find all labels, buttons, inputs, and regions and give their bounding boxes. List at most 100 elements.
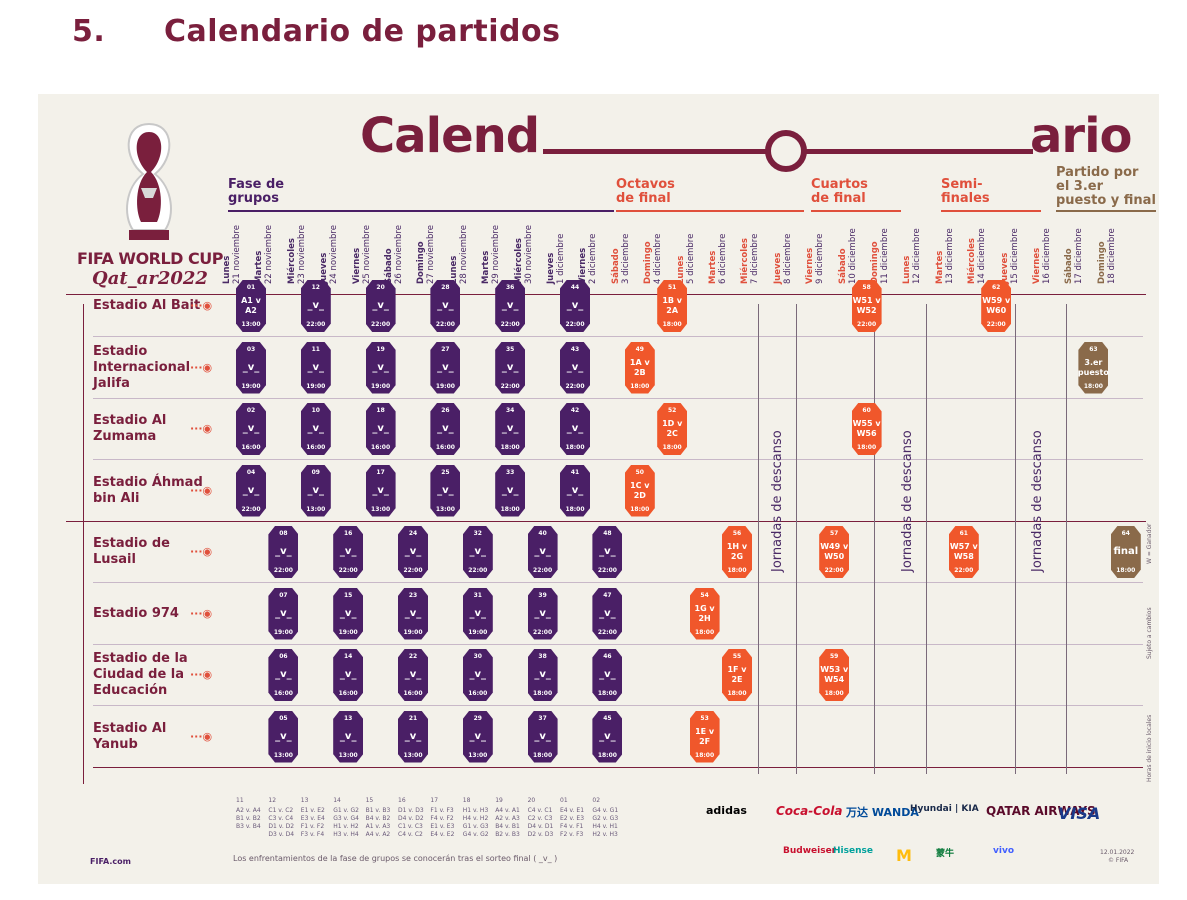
match-number: 31 bbox=[473, 591, 482, 599]
group-code-line: B2 v. B3 bbox=[495, 831, 520, 838]
match-badge: 09 _v_ 13:00 bbox=[300, 464, 331, 517]
match-badge: 62 W59 v W60 22:00 bbox=[981, 280, 1012, 332]
match-time: 22:00 bbox=[597, 567, 617, 574]
match-time: 22:00 bbox=[597, 628, 617, 636]
match-teams: 1E v 2F bbox=[695, 726, 715, 746]
match-number: 24 bbox=[408, 530, 418, 537]
group-code-line: F4 v. F2 bbox=[430, 815, 454, 822]
match-number: 59 bbox=[830, 653, 839, 660]
phase-groups-line bbox=[228, 210, 614, 212]
match-teams: _v_ bbox=[339, 730, 357, 742]
day-header-label: Sábado 3 diciembre bbox=[611, 234, 631, 284]
group-code-line: G4 v. G1 bbox=[592, 807, 619, 814]
match-badge: 12 _v_ 22:00 bbox=[300, 280, 331, 332]
day-name: Viernes bbox=[1032, 247, 1042, 284]
match-teams: _v_ bbox=[404, 607, 422, 619]
match-number: 22 bbox=[408, 653, 418, 660]
day-date: 8 diciembre bbox=[782, 233, 793, 284]
match-number: 63 bbox=[1089, 345, 1098, 353]
day-name: Miércoles bbox=[740, 238, 751, 284]
row-separator bbox=[93, 336, 1143, 337]
day-date: 9 diciembre bbox=[815, 233, 826, 284]
day-header-label: Martes 29 noviembre bbox=[481, 225, 501, 284]
rest-day-line bbox=[758, 304, 759, 774]
match-teams: _v_ bbox=[307, 361, 325, 373]
match-badge: 37 _v_ 18:00 bbox=[527, 710, 558, 763]
group-code-line: D4 v. D1 bbox=[527, 823, 554, 830]
stadium-name: Estadio Al Yanub bbox=[93, 720, 167, 752]
match-badge: 46 _v_ 18:00 bbox=[592, 649, 623, 701]
match-badge: 19 _v_ 19:00 bbox=[365, 341, 396, 394]
day-date: 22 noviembre bbox=[264, 225, 275, 284]
day-header-label: Martes 6 diciembre bbox=[708, 234, 728, 284]
match-badge: 08 _v_ 22:00 bbox=[268, 526, 299, 578]
stadium-connector-icon: ···◉ bbox=[190, 606, 213, 620]
group-code-line: C2 v. C3 bbox=[527, 815, 553, 822]
day-header-label: Viernes 2 diciembre bbox=[578, 234, 598, 284]
day-name: Domingo bbox=[643, 241, 654, 284]
match-time: 19:00 bbox=[468, 628, 488, 636]
match-badge: 22 _v_ 16:00 bbox=[398, 649, 428, 701]
rest-day-line bbox=[874, 304, 875, 774]
group-code-line: C1 v. C3 bbox=[398, 823, 423, 830]
match-time: 16:00 bbox=[241, 444, 261, 451]
match-time: 18:00 bbox=[1083, 382, 1103, 390]
match-badge: 29 _v_ 13:00 bbox=[462, 710, 493, 763]
match-teams: _v_ bbox=[501, 484, 519, 496]
row-separator bbox=[93, 397, 1143, 399]
stadium-connector-icon: ···◉ bbox=[190, 729, 213, 743]
match-teams: _v_ bbox=[275, 546, 292, 557]
match-badge: 59 W53 v W54 18:00 bbox=[819, 649, 850, 701]
match-badge: 61 W57 v W58 22:00 bbox=[948, 526, 979, 578]
match-time: 22:00 bbox=[306, 321, 326, 328]
group-code-label: 01 bbox=[560, 797, 568, 804]
match-teams: 1A v 2B bbox=[629, 357, 650, 377]
match-number: 20 bbox=[376, 284, 385, 291]
match-badge: 01 A1 v A2 13:00 bbox=[236, 280, 266, 332]
row-separator bbox=[93, 582, 1143, 583]
group-code-line: B1 v. B3 bbox=[365, 807, 391, 814]
day-header-label: Miércoles 7 diciembre bbox=[740, 234, 760, 284]
match-time: 13:00 bbox=[435, 505, 455, 513]
sponsor-logo: 万达 WANDA bbox=[846, 806, 919, 819]
day-name: Martes bbox=[708, 250, 718, 284]
match-badge: 63 3.er puesto 18:00 bbox=[1078, 341, 1109, 394]
group-code-line: D1 v. D3 bbox=[398, 807, 424, 814]
match-time: 18:00 bbox=[727, 567, 747, 574]
match-teams: _v_ bbox=[599, 669, 616, 680]
match-badge: 55 1F v 2E 18:00 bbox=[722, 649, 752, 701]
match-badge: 11 _v_ 19:00 bbox=[300, 341, 331, 394]
day-header-label: Lunes 21 noviembre bbox=[222, 225, 242, 284]
match-number: 25 bbox=[441, 468, 450, 476]
match-badge: 49 1A v 2B 18:00 bbox=[624, 341, 655, 394]
day-name: Viernes bbox=[805, 247, 816, 284]
group-code-label: 20 bbox=[527, 797, 536, 804]
match-time: 18:00 bbox=[597, 751, 617, 759]
day-name: Lunes bbox=[448, 255, 459, 284]
match-badge: 15 _v_ 19:00 bbox=[333, 587, 364, 640]
group-code-line: E1 v. E3 bbox=[430, 823, 455, 830]
group-code-line: E2 v. E3 bbox=[560, 815, 585, 822]
match-number: 04 bbox=[246, 468, 256, 476]
group-code-line: B4 v. B2 bbox=[365, 815, 391, 822]
match-time: 18:00 bbox=[695, 751, 715, 759]
group-code-line: C1 v. C2 bbox=[268, 807, 294, 814]
match-teams: _v_ bbox=[242, 423, 260, 434]
day-date: 11 diciembre bbox=[880, 228, 890, 284]
match-badge: 45 _v_ 18:00 bbox=[592, 710, 623, 763]
match-number: 38 bbox=[538, 653, 547, 660]
match-number: 33 bbox=[506, 468, 515, 476]
day-name: Jueves bbox=[546, 252, 556, 284]
day-name: Miércoles bbox=[967, 238, 978, 284]
match-number: 32 bbox=[473, 530, 482, 537]
match-time: 22:00 bbox=[986, 321, 1006, 328]
match-badge: 18 _v_ 16:00 bbox=[365, 403, 396, 455]
match-badge: 05 _v_ 13:00 bbox=[268, 710, 299, 763]
group-code-line: D2 v. D3 bbox=[527, 831, 554, 838]
day-name: Viernes bbox=[578, 247, 589, 284]
day-date: 5 diciembre bbox=[685, 233, 696, 284]
phase-final: Partido por el 3.er puesto y final bbox=[1056, 165, 1156, 208]
match-teams: _v_ bbox=[469, 730, 487, 742]
match-number: 52 bbox=[668, 407, 677, 414]
match-badge: 13 _v_ 13:00 bbox=[333, 710, 364, 763]
